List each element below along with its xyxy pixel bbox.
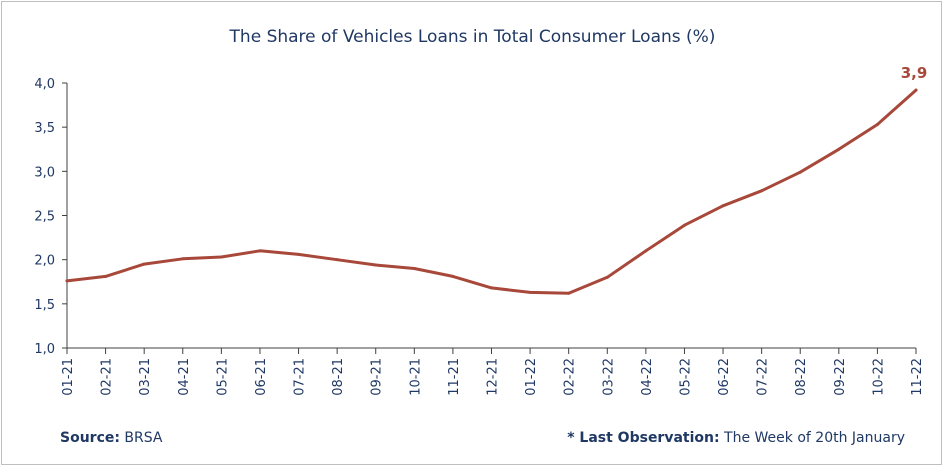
x-tick-label: 04-21 bbox=[177, 358, 192, 396]
data-point bbox=[721, 204, 725, 208]
x-axis: 01-21 02-21 03-21 04-21 05-21 06-21 07-21 08-21… bbox=[61, 347, 925, 396]
x-tick-label: 06-21 bbox=[254, 358, 269, 396]
source-note: Source: BRSA bbox=[60, 430, 162, 446]
data-point bbox=[412, 267, 416, 270]
x-tick-label: 12-21 bbox=[486, 358, 501, 396]
last-value-label: 3,9 bbox=[901, 64, 928, 82]
x-tick-label: 07-22 bbox=[756, 358, 771, 396]
data-point bbox=[528, 290, 532, 294]
data-point bbox=[104, 274, 108, 278]
x-tick-label: 10-22 bbox=[871, 358, 886, 396]
data-point bbox=[837, 147, 841, 151]
source-value: BRSA bbox=[124, 430, 163, 446]
x-tick-label: 02-21 bbox=[100, 358, 115, 396]
last-observation-label: * Last Observation: bbox=[567, 430, 720, 446]
last-observation-value: The Week of 20th January bbox=[724, 430, 905, 446]
data-point bbox=[181, 257, 185, 261]
x-tick-label: 11-21 bbox=[447, 358, 462, 396]
data-point bbox=[644, 249, 648, 253]
x-tick-label: 09-22 bbox=[833, 358, 848, 396]
x-tick-label: 05-22 bbox=[678, 358, 693, 396]
x-tick-label: 04-22 bbox=[640, 358, 655, 396]
data-point bbox=[682, 223, 686, 227]
data-point bbox=[142, 262, 146, 266]
last-observation-note: * Last Observation: The Week of 20th Jan… bbox=[567, 430, 905, 446]
x-tick-label: 03-21 bbox=[138, 358, 153, 396]
x-tick-label: 10-21 bbox=[408, 358, 423, 396]
data-point bbox=[374, 263, 378, 267]
data-point bbox=[219, 255, 223, 259]
data-point bbox=[567, 291, 571, 295]
y-tick-label: 1,0 bbox=[34, 342, 55, 357]
x-tick-label: 11-22 bbox=[910, 358, 925, 396]
y-tick-label: 2,5 bbox=[34, 210, 55, 225]
data-point bbox=[451, 274, 455, 278]
y-axis: 1,0 1,5 2,0 2,5 3,0 3,5 4,0 bbox=[34, 77, 68, 357]
y-tick-label: 1,5 bbox=[34, 298, 55, 313]
data-point bbox=[258, 249, 262, 253]
chart-title: The Share of Vehicles Loans in Total Con… bbox=[229, 27, 716, 47]
x-tick-label: 03-22 bbox=[601, 358, 616, 396]
data-point bbox=[65, 279, 69, 283]
x-tick-label: 08-22 bbox=[794, 358, 809, 396]
x-tick-label: 02-22 bbox=[563, 358, 578, 396]
data-point bbox=[605, 275, 609, 279]
data-point bbox=[875, 123, 879, 127]
data-point bbox=[490, 286, 493, 290]
x-tick-label: 07-21 bbox=[293, 358, 308, 396]
series-group: 3,9 bbox=[65, 64, 928, 295]
y-tick-label: 4,0 bbox=[34, 77, 55, 92]
y-tick-label: 3,5 bbox=[34, 121, 55, 136]
source-label: Source: bbox=[60, 430, 120, 446]
series-line bbox=[65, 88, 918, 295]
y-tick-label: 3,0 bbox=[34, 165, 55, 180]
x-tick-label: 06-22 bbox=[717, 358, 732, 396]
data-point bbox=[914, 88, 918, 92]
x-tick-label: 01-21 bbox=[61, 358, 76, 396]
data-point bbox=[335, 258, 339, 262]
data-point bbox=[760, 189, 764, 193]
x-tick-label: 01-22 bbox=[524, 358, 539, 396]
data-point bbox=[297, 252, 301, 256]
x-tick-label: 09-21 bbox=[370, 358, 385, 396]
data-point bbox=[798, 170, 802, 174]
x-tick-label: 05-21 bbox=[215, 358, 230, 396]
x-tick-label: 08-21 bbox=[331, 358, 346, 396]
y-tick-label: 2,0 bbox=[34, 254, 55, 269]
